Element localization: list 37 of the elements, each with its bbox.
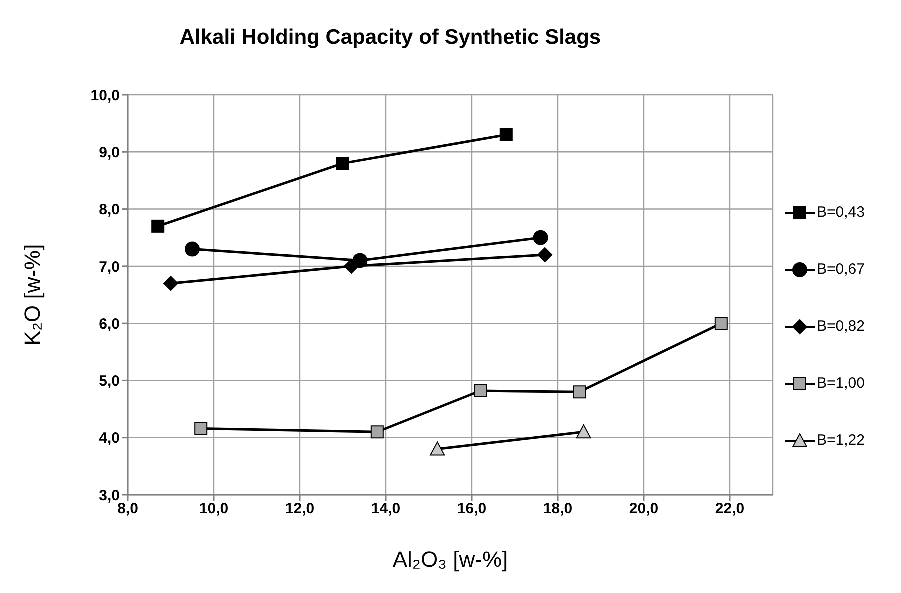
legend-label: B=0,67 <box>817 261 865 278</box>
y-tick-label: 10,0 <box>90 87 120 104</box>
y-tick-label: 7,0 <box>99 258 120 276</box>
point <box>538 248 553 262</box>
point <box>370 426 384 439</box>
y-tick-label: 4,0 <box>99 430 120 448</box>
x-tick-label: 10,0 <box>199 500 229 518</box>
point <box>714 317 728 330</box>
legend-label: B=1,22 <box>817 432 865 449</box>
point <box>573 386 586 399</box>
legend-label: B=0,82 <box>817 318 865 335</box>
point <box>164 276 178 292</box>
point <box>185 242 200 257</box>
x-tick-label: 22,0 <box>715 500 745 518</box>
point <box>344 258 360 274</box>
point <box>533 230 548 246</box>
y-tick-label: 3,0 <box>99 487 120 504</box>
y-tick-label: 8,0 <box>99 202 120 219</box>
x-tick-label: 8,0 <box>118 500 138 518</box>
point <box>336 157 350 170</box>
legend-label: B=1,00 <box>817 375 865 392</box>
x-tick-label: 12,0 <box>285 500 315 518</box>
x-tick-label: 16,0 <box>457 500 487 518</box>
y-tick-label: 9,0 <box>99 144 120 162</box>
legend-label: B=0,43 <box>817 204 865 221</box>
point <box>152 220 165 233</box>
point <box>194 422 208 436</box>
y-axis-title: K₂O [w-%] <box>20 244 45 346</box>
chart-title: Alkali Holding Capacity of Synthetic Slags <box>178 25 602 51</box>
point <box>500 128 513 142</box>
point <box>474 384 488 398</box>
x-tick-label: 14,0 <box>371 500 401 518</box>
y-tick-label: 5,0 <box>99 373 120 390</box>
y-tick-label: 6,0 <box>99 316 120 333</box>
x-axis-title: Al₂O₃ [w-%] <box>392 547 508 572</box>
x-tick-label: 18,0 <box>543 500 573 518</box>
x-tick-label: 20,0 <box>629 500 659 518</box>
